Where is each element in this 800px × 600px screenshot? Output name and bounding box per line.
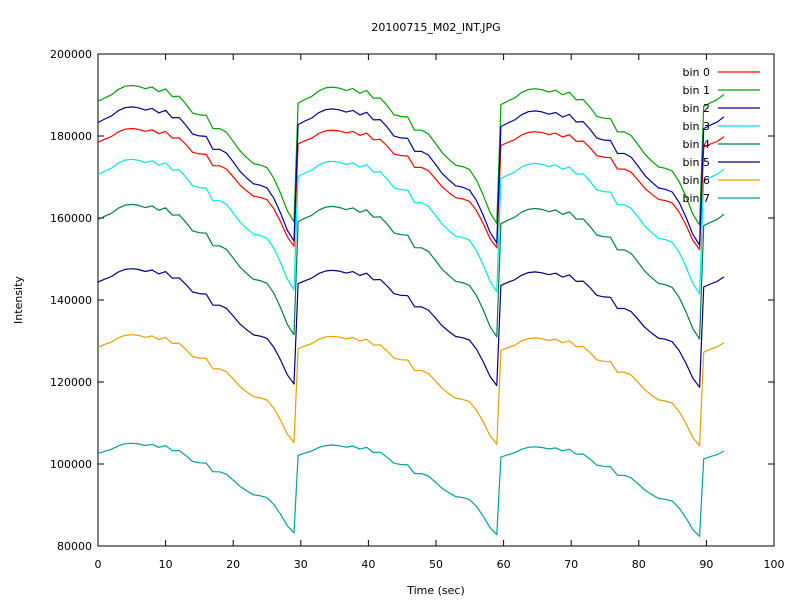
x-tick-label-5: 50 [429, 558, 443, 571]
x-tick-label-6: 60 [497, 558, 511, 571]
series-line-bin-7 [97, 442, 725, 538]
legend-label-bin-1: bin 1 [682, 84, 710, 97]
y-tick-label-6: 200000 [50, 48, 92, 61]
x-tick-label-7: 70 [564, 558, 578, 571]
y-tick-label-0: 80000 [57, 540, 92, 553]
x-tick-label-0: 0 [95, 558, 102, 571]
legend-label-bin-6: bin 6 [682, 174, 710, 187]
plot-frame [97, 53, 775, 547]
x-tick-label-10: 100 [764, 558, 785, 571]
series-line-bin-0 [97, 127, 725, 251]
legend: bin 0 bin 1 bin 2 bin 3 bin 4 bin 5 bin 6 bin 7 [682, 66, 760, 205]
y-tick-label-4: 160000 [50, 212, 92, 225]
y-tick-label-3: 140000 [50, 294, 92, 307]
x-tick-label-2: 20 [226, 558, 240, 571]
series-lines [97, 84, 725, 538]
x-tick-label-8: 80 [632, 558, 646, 571]
chart-title: 20100715_M02_INT.JPG [371, 21, 500, 34]
y-tick-label-1: 100000 [50, 458, 92, 471]
x-axis-label: Time (sec) [406, 584, 465, 597]
x-axis: 0 10 20 30 40 50 60 70 80 90 100 [95, 54, 785, 571]
series-line-bin-5 [97, 268, 725, 388]
y-tick-label-5: 180000 [50, 130, 92, 143]
legend-label-bin-2: bin 2 [682, 102, 710, 115]
legend-label-bin-4: bin 4 [682, 138, 710, 151]
x-tick-label-4: 40 [361, 558, 375, 571]
x-tick-label-1: 10 [159, 558, 173, 571]
y-axis: 80000 100000 120000 140000 160000 180000 20000… [50, 48, 774, 553]
x-tick-label-9: 90 [699, 558, 713, 571]
y-axis-label: Intensity [12, 276, 25, 324]
legend-label-bin-0: bin 0 [682, 66, 710, 79]
series-line-bin-3 [97, 158, 725, 295]
legend-label-bin-5: bin 5 [682, 156, 710, 169]
legend-label-bin-3: bin 3 [682, 120, 710, 133]
series-line-bin-1 [97, 84, 725, 226]
y-tick-label-2: 120000 [50, 376, 92, 389]
series-line-bin-6 [97, 334, 725, 447]
series-line-bin-2 [97, 106, 725, 246]
x-tick-label-3: 30 [294, 558, 308, 571]
series-line-bin-4 [97, 203, 725, 340]
legend-label-bin-7: bin 7 [682, 192, 710, 205]
